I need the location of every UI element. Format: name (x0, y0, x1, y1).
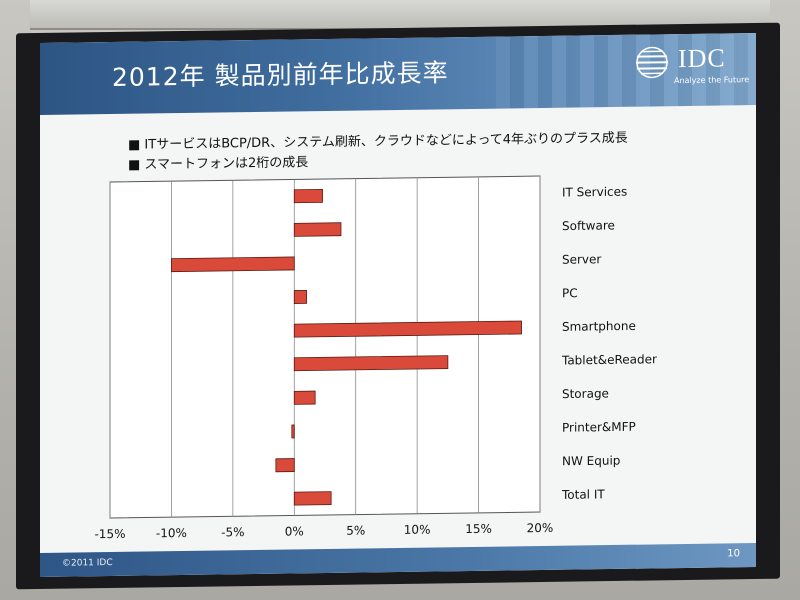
x-tick-label: 15% (465, 522, 492, 536)
category-label: Server (562, 252, 601, 267)
slide-header: 2012年 製品別前年比成長率 IDC Analyze the Future (40, 33, 756, 115)
category-label: Storage (562, 386, 609, 401)
category-label: Total IT (561, 487, 605, 502)
category-label: Tablet&eReader (561, 352, 657, 367)
category-label: Printer&MFP (562, 420, 636, 435)
bar (293, 289, 307, 304)
projector-screen: 2012年 製品別前年比成長率 IDC Analyze the Future ■… (16, 22, 780, 590)
page-number: 10 (727, 548, 740, 560)
bar-chart: -15% -10% -5% 0% 5% 10% 15% 20% IT Services Softw… (94, 175, 657, 541)
bar (171, 256, 295, 273)
category-label: Smartphone (562, 319, 636, 334)
x-tick-label: -15% (94, 527, 125, 541)
x-tick-label: 20% (527, 521, 554, 535)
category-label: Software (562, 218, 615, 233)
x-tick-label: -10% (156, 526, 187, 540)
bar (293, 491, 332, 506)
bar (293, 188, 323, 204)
slide: 2012年 製品別前年比成長率 IDC Analyze the Future ■… (40, 33, 756, 577)
category-label: IT Services (562, 185, 627, 200)
x-tick-label: 10% (404, 523, 431, 537)
x-tick-label: 5% (346, 523, 365, 537)
footer-copyright: ©2011 IDC (62, 557, 113, 569)
x-tick-label: -5% (221, 525, 244, 539)
x-tick-label: 0% (285, 524, 304, 538)
bar (293, 320, 522, 338)
bar (275, 458, 295, 473)
idc-logo: IDC Analyze the Future (630, 41, 749, 85)
bar (291, 424, 295, 439)
bar (293, 222, 342, 237)
category-label: NW Equip (562, 453, 620, 468)
category-label: PC (562, 286, 578, 300)
globe-icon (636, 46, 668, 79)
bar (293, 390, 316, 405)
bar (293, 355, 449, 372)
